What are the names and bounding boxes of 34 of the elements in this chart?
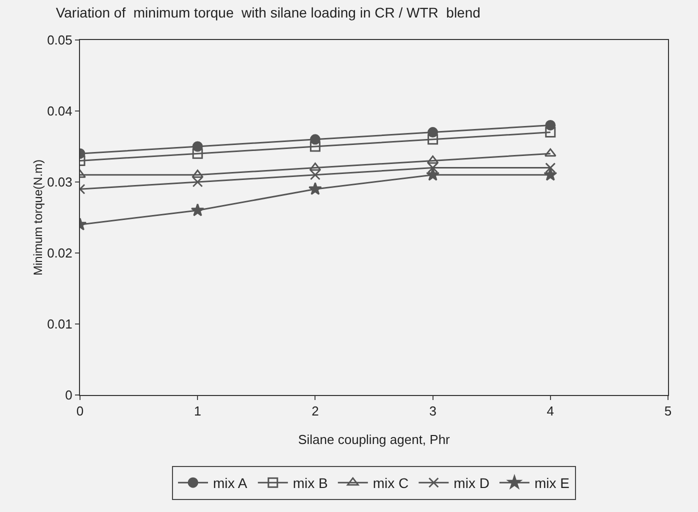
y-tick-label: 0.05 bbox=[47, 32, 72, 48]
point bbox=[428, 162, 438, 174]
point bbox=[426, 155, 439, 164]
y-tick-label: 0.02 bbox=[47, 246, 72, 261]
legend-label: mix B bbox=[292, 475, 328, 492]
chart-title: Variation of minimum torque with silane loading in CR / WTR blend bbox=[56, 4, 480, 20]
y-tick-label: 0.01 bbox=[47, 316, 72, 332]
point bbox=[192, 176, 203, 188]
legend-label: mix E bbox=[534, 475, 570, 492]
x-tick-label: 4 bbox=[546, 404, 554, 419]
y-tick-label: 0 bbox=[65, 388, 72, 403]
point bbox=[544, 168, 558, 181]
legend-label: mix A bbox=[213, 475, 248, 492]
x-tick-label: 1 bbox=[194, 404, 202, 419]
legend-label: mix D bbox=[454, 475, 490, 492]
y-axis-title: Minimum torque(N.m) bbox=[31, 159, 46, 276]
y-tick-label: 0.04 bbox=[47, 104, 72, 119]
y-tick-label: 0.03 bbox=[47, 174, 72, 190]
point bbox=[544, 148, 556, 157]
point bbox=[190, 203, 204, 216]
x-axis-title: Silane coupling agent, Phr bbox=[298, 432, 451, 447]
point bbox=[426, 168, 440, 181]
x-tick-label: 0 bbox=[76, 404, 84, 419]
x-tick-label: 2 bbox=[312, 404, 319, 419]
legend-label: mix C bbox=[372, 475, 409, 492]
point bbox=[310, 170, 320, 180]
x-tick-label: 3 bbox=[429, 404, 436, 419]
point bbox=[428, 134, 438, 145]
point bbox=[545, 162, 556, 174]
point bbox=[308, 182, 322, 195]
point bbox=[310, 141, 320, 152]
point bbox=[545, 127, 556, 138]
x-tick-label: 5 bbox=[664, 404, 672, 419]
point bbox=[192, 148, 203, 159]
